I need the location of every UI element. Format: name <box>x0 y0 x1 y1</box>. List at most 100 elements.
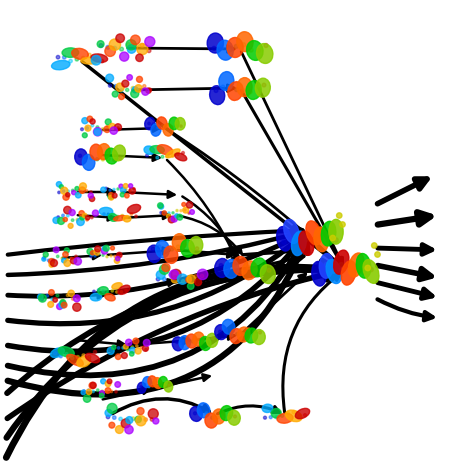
Circle shape <box>60 300 66 305</box>
Circle shape <box>131 90 139 98</box>
Ellipse shape <box>181 239 194 257</box>
Circle shape <box>264 416 266 419</box>
Circle shape <box>136 54 143 62</box>
Ellipse shape <box>319 254 334 278</box>
Circle shape <box>101 390 103 392</box>
Ellipse shape <box>262 404 273 412</box>
Circle shape <box>143 346 148 351</box>
Circle shape <box>187 283 194 289</box>
Circle shape <box>254 268 257 273</box>
Ellipse shape <box>193 332 204 346</box>
Circle shape <box>140 44 144 47</box>
Circle shape <box>234 415 237 418</box>
Circle shape <box>96 126 99 128</box>
Circle shape <box>117 127 119 129</box>
Ellipse shape <box>205 413 218 428</box>
Circle shape <box>116 83 124 91</box>
Circle shape <box>224 332 227 336</box>
Circle shape <box>109 192 113 198</box>
Circle shape <box>70 257 73 260</box>
Circle shape <box>146 154 148 157</box>
Circle shape <box>354 268 358 273</box>
Circle shape <box>105 119 111 125</box>
Circle shape <box>241 333 245 336</box>
Circle shape <box>81 390 86 395</box>
Ellipse shape <box>98 144 110 160</box>
Circle shape <box>132 87 138 93</box>
Ellipse shape <box>224 259 239 278</box>
Circle shape <box>253 330 256 333</box>
Ellipse shape <box>99 208 113 215</box>
Circle shape <box>281 414 283 417</box>
Circle shape <box>234 45 238 48</box>
Circle shape <box>212 46 216 50</box>
Ellipse shape <box>227 37 243 57</box>
Circle shape <box>72 189 74 191</box>
Circle shape <box>123 344 128 349</box>
Circle shape <box>162 264 170 272</box>
Circle shape <box>91 124 94 127</box>
Ellipse shape <box>175 153 187 161</box>
Ellipse shape <box>348 253 364 277</box>
Ellipse shape <box>222 319 235 334</box>
Circle shape <box>56 255 59 258</box>
Circle shape <box>90 191 92 193</box>
Circle shape <box>56 182 62 187</box>
Circle shape <box>127 45 136 53</box>
Circle shape <box>86 389 91 395</box>
Circle shape <box>182 280 185 283</box>
Circle shape <box>110 255 112 257</box>
Circle shape <box>262 83 266 87</box>
Circle shape <box>111 290 114 292</box>
Circle shape <box>49 258 55 264</box>
Circle shape <box>242 89 246 93</box>
Circle shape <box>303 414 307 417</box>
Ellipse shape <box>341 261 356 285</box>
Circle shape <box>109 39 120 50</box>
Circle shape <box>136 416 146 426</box>
Circle shape <box>73 295 80 302</box>
Circle shape <box>168 216 175 223</box>
Circle shape <box>168 384 170 386</box>
Circle shape <box>102 254 104 256</box>
Circle shape <box>88 193 93 198</box>
Circle shape <box>101 128 104 131</box>
Ellipse shape <box>237 327 250 342</box>
Circle shape <box>369 267 373 272</box>
Circle shape <box>228 415 231 418</box>
Circle shape <box>62 190 65 192</box>
Circle shape <box>112 416 116 419</box>
Circle shape <box>100 393 104 398</box>
Circle shape <box>58 191 60 194</box>
Circle shape <box>216 416 219 419</box>
Ellipse shape <box>356 254 371 278</box>
Circle shape <box>71 219 74 221</box>
Circle shape <box>85 216 90 220</box>
Circle shape <box>89 383 95 389</box>
Circle shape <box>106 255 108 258</box>
Circle shape <box>90 382 96 388</box>
Circle shape <box>90 119 95 124</box>
Circle shape <box>110 127 118 134</box>
Ellipse shape <box>72 48 88 59</box>
Circle shape <box>171 155 174 157</box>
Ellipse shape <box>52 61 70 70</box>
Ellipse shape <box>144 146 155 155</box>
Circle shape <box>46 294 48 297</box>
Circle shape <box>121 353 128 358</box>
Circle shape <box>101 248 108 254</box>
Circle shape <box>129 190 131 192</box>
Circle shape <box>121 419 130 428</box>
Circle shape <box>194 274 198 278</box>
Ellipse shape <box>228 82 243 100</box>
Circle shape <box>159 264 169 274</box>
Circle shape <box>164 211 166 214</box>
Circle shape <box>81 215 83 218</box>
Circle shape <box>54 352 56 355</box>
Ellipse shape <box>151 124 161 136</box>
Circle shape <box>106 46 110 49</box>
Circle shape <box>114 258 119 264</box>
Circle shape <box>61 187 68 194</box>
Circle shape <box>114 84 117 88</box>
Ellipse shape <box>169 117 179 129</box>
